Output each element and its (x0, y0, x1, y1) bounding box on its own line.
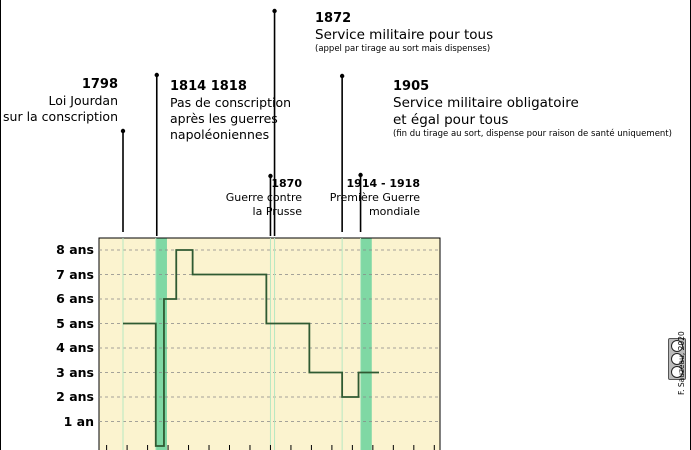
annotation-1870: 1870 Guerre contre la Prusse (226, 177, 302, 219)
callout-dot-1872 (272, 8, 277, 14)
annotation-1905-note: (fin du tirage au sort, dispense pour ra… (393, 129, 672, 139)
by-icon (671, 352, 683, 365)
annotation-1914-year: 1914 - 1918 (346, 177, 420, 190)
callout-dot-1814 (154, 72, 159, 78)
annotation-1814-year: 1814 1818 (170, 79, 247, 94)
y-tick-label-7: 7 ans (56, 266, 94, 282)
cc-icon (671, 339, 683, 352)
left-border (0, 0, 1, 450)
war-band-1 (360, 238, 372, 450)
annotation-1870-year: 1870 (271, 177, 302, 190)
annotation-1914-line1: Première Guerre (329, 191, 420, 204)
annotation-1914-line2: mondiale (368, 205, 420, 218)
callout-dot-1905 (339, 73, 345, 79)
annotation-1814-line2: après les guerres (170, 111, 278, 126)
annotation-1872: 1872 Service militaire pour tous (appel … (315, 10, 493, 54)
callout-dot-1870 (268, 173, 273, 179)
y-tick-label-1: 1 an (63, 413, 94, 429)
sa-icon (671, 366, 683, 379)
annotation-1798-year: 1798 (81, 77, 118, 92)
annotation-1870-line1: Guerre contre (225, 191, 302, 204)
y-tick-label-6: 6 ans (56, 291, 94, 306)
y-tick-label-8: 8 ans (56, 242, 94, 257)
annotation-1905-year: 1905 (393, 79, 430, 94)
annotation-1814-line3: napoléoniennes (170, 127, 270, 142)
war-band-0 (155, 238, 167, 450)
annotation-1798: 1798 Loi Jourdan sur la conscription (3, 77, 118, 125)
annotation-1798-line1: Loi Jourdan (48, 93, 118, 108)
annotation-1905-line2: et égal pour tous (393, 112, 509, 128)
annotation-1914: 1914 - 1918 Première Guerre mondiale (330, 177, 420, 219)
author-credit: F. Sauzeau, 2020 (677, 331, 686, 395)
annotation-1872-line1: Service militaire pour tous (315, 27, 494, 43)
callout-dot-1914 (358, 172, 363, 178)
annotation-1798-line2: sur la conscription (3, 109, 118, 124)
y-tick-label-5: 5 ans (56, 315, 94, 331)
annotation-1872-note: (appel par tirage au sort mais dispenses… (315, 44, 491, 54)
duration-step-line (123, 249, 379, 447)
y-tick-label-2: 2 ans (56, 389, 94, 404)
annotation-1872-year: 1872 (315, 11, 352, 26)
annotation-1814-line1: Pas de conscription (170, 95, 292, 110)
annotation-1870-line2: la Prusse (252, 205, 302, 218)
plot-background (98, 237, 441, 450)
annotation-1905: 1905 Service militaire obligatoire et ég… (393, 78, 672, 139)
callout-dot-1798 (120, 128, 126, 134)
annotation-1814: 1814 1818 Pas de conscription après les … (170, 79, 291, 143)
y-tick-label-4: 4 ans (56, 340, 94, 355)
creative-commons-icon (668, 338, 686, 380)
y-tick-label-3: 3 ans (56, 364, 94, 380)
annotation-1905-line1: Service militaire obligatoire (393, 95, 579, 111)
